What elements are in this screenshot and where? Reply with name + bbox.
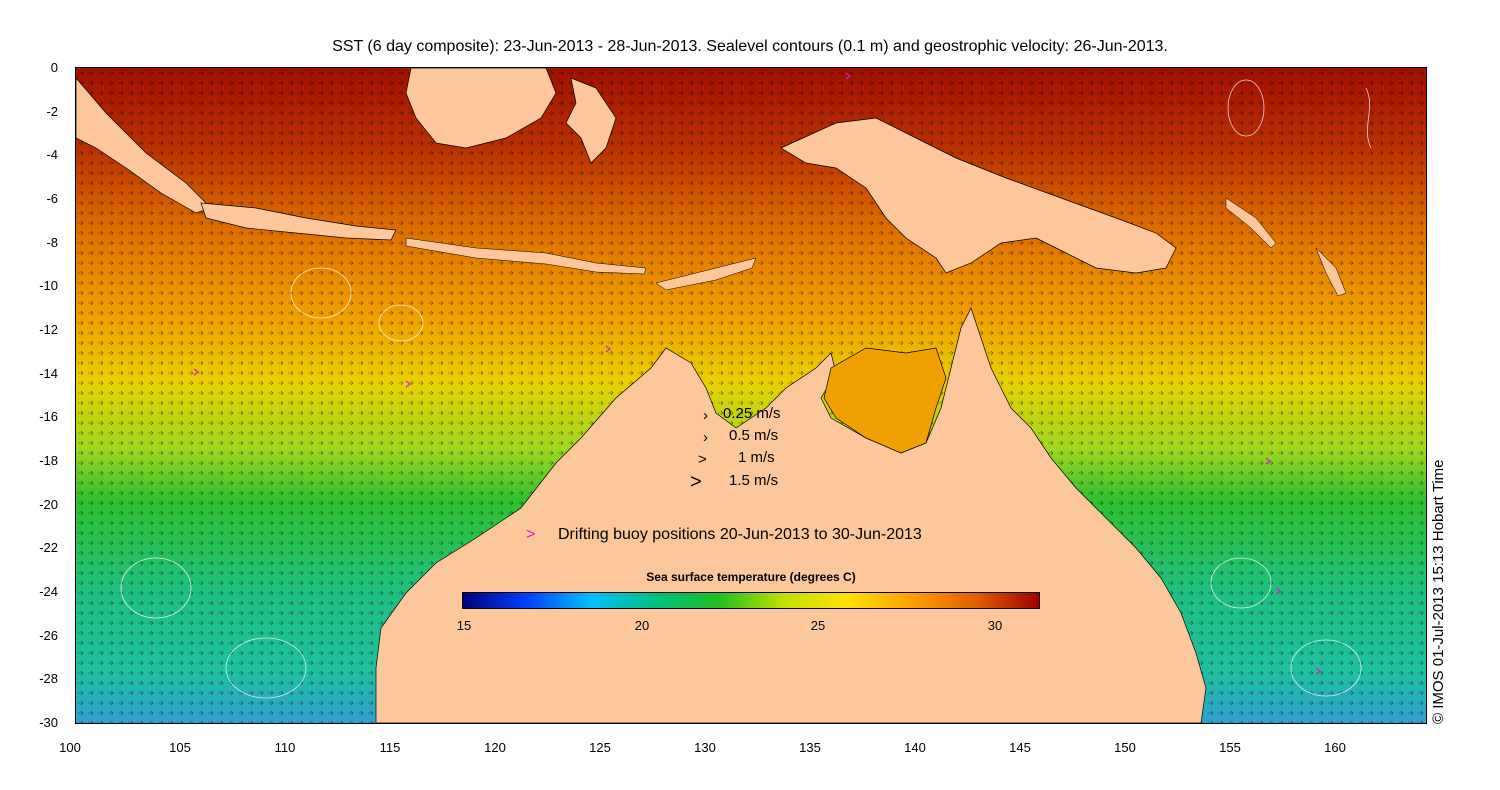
velocity-arrow-icon: › — [703, 407, 708, 424]
y-tick-label: -12 — [39, 322, 58, 337]
y-tick-label: -6 — [46, 191, 58, 206]
y-tick-label: -20 — [39, 497, 58, 512]
sst-map-svg — [76, 68, 1426, 723]
velocity-legend-label: 1 m/s — [738, 449, 775, 466]
sulawesi-landmass — [565, 77, 617, 164]
page-title: SST (6 day composite): 23-Jun-2013 - 28-… — [332, 38, 1168, 55]
x-tick-label: 105 — [169, 740, 191, 755]
copyright-text: © IMOS 01-Jul-2013 15:13 Hobart Time — [1430, 459, 1447, 724]
velocity-arrow-icon: › — [703, 429, 708, 446]
velocity-legend-label: 1.5 m/s — [729, 472, 779, 489]
velocity-legend-label: 0.5 m/s — [729, 427, 779, 444]
sumatra-landmass — [76, 77, 212, 214]
y-tick-label: -26 — [39, 628, 58, 643]
drifting-buoys — [193, 72, 1321, 675]
x-tick-label: 145 — [1009, 740, 1031, 755]
colorbar-tick: 15 — [456, 618, 472, 633]
x-tick-label: 100 — [59, 740, 81, 755]
sst-map — [75, 67, 1427, 724]
carpentaria-sea — [823, 347, 947, 454]
x-tick-label: 120 — [484, 740, 506, 755]
buoy-marker-icon: > — [526, 526, 536, 543]
y-tick-label: -18 — [39, 453, 58, 468]
x-tick-label: 140 — [904, 740, 926, 755]
x-tick-label: 135 — [799, 740, 821, 755]
y-tick-label: -2 — [46, 104, 58, 119]
y-tick-label: -30 — [39, 715, 58, 730]
buoy-legend-label: Drifting buoy positions 20-Jun-2013 to 3… — [558, 526, 922, 543]
sst-colorbar — [462, 592, 1040, 609]
x-tick-label: 125 — [589, 740, 611, 755]
new-guinea-landmass — [780, 117, 1177, 274]
x-tick-label: 130 — [694, 740, 716, 755]
velocity-legend-label: 0.25 m/s — [723, 405, 781, 422]
y-tick-label: -24 — [39, 584, 58, 599]
y-tick-label: -4 — [46, 147, 58, 162]
velocity-arrow-icon: > — [698, 451, 707, 468]
java-landmass — [200, 202, 397, 241]
x-tick-label: 155 — [1219, 740, 1241, 755]
timor-landmass — [655, 257, 757, 291]
eastern-islands — [1225, 197, 1347, 297]
colorbar-title: Sea surface temperature (degrees C) — [646, 570, 856, 584]
colorbar-tick: 30 — [987, 618, 1003, 633]
y-tick-label: -28 — [39, 671, 58, 686]
y-tick-label: -22 — [39, 540, 58, 555]
y-tick-label: -8 — [46, 235, 58, 250]
sealevel-contours — [120, 79, 1372, 699]
colorbar-tick: 25 — [810, 618, 826, 633]
x-tick-label: 110 — [274, 740, 296, 755]
x-tick-label: 115 — [379, 740, 401, 755]
x-tick-label: 150 — [1114, 740, 1136, 755]
colorbar-tick: 20 — [634, 618, 650, 633]
x-tick-label: 160 — [1324, 740, 1346, 755]
lesser-sunda-islands — [405, 237, 647, 275]
borneo-landmass — [405, 68, 557, 149]
y-tick-label: -14 — [39, 366, 58, 381]
y-tick-label: -16 — [39, 409, 58, 424]
y-tick-label: 0 — [50, 60, 58, 75]
velocity-arrow-icon: > — [690, 471, 702, 493]
y-tick-label: -10 — [39, 278, 58, 293]
australia-landmass — [375, 307, 1207, 723]
